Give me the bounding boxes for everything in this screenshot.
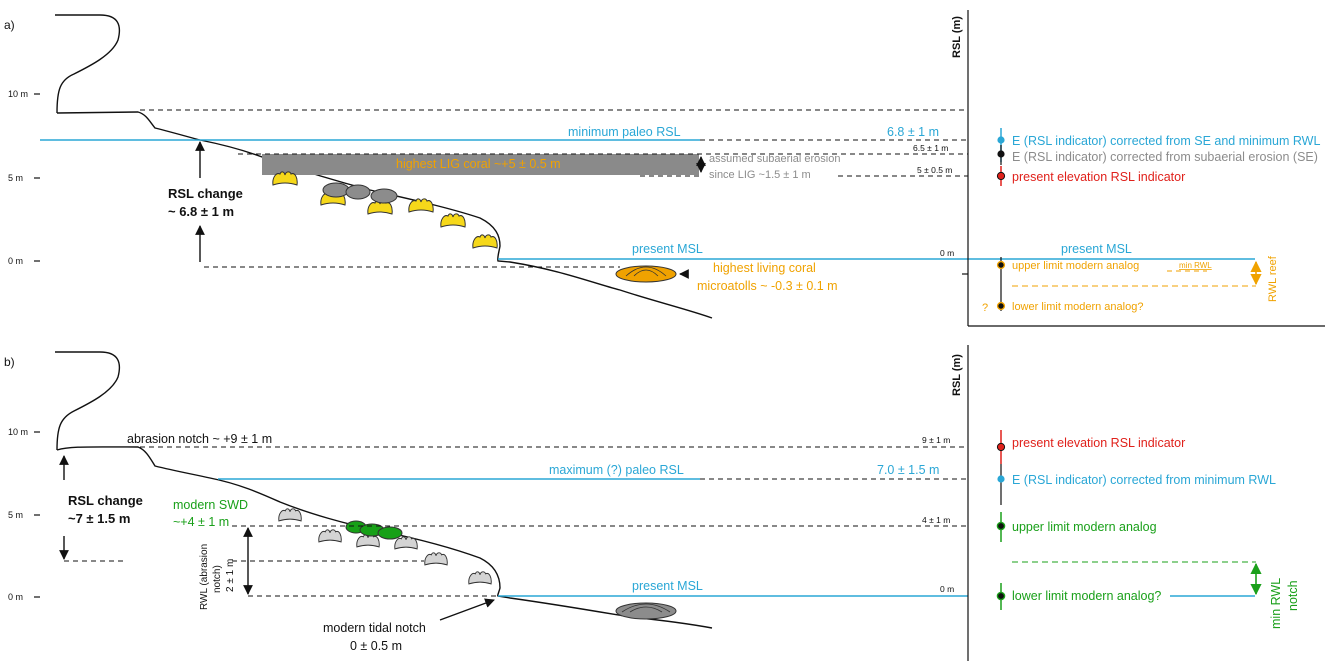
panel-a-legend-e-rwl: E (RSL indicator) corrected from SE and …: [1012, 134, 1320, 148]
panel-a-minimum-paleo-rsl: minimum paleo RSL: [568, 125, 681, 139]
panel-b-legend-e-rwl: E (RSL indicator) corrected from minimum…: [1012, 473, 1276, 487]
panel-b-rwl-label-1: RWL (abrasion: [199, 544, 210, 610]
panel-b-marker-lower: [996, 591, 1006, 601]
panel-a-fossil-corals: [272, 171, 498, 249]
panel-a-erosion-band: [262, 154, 699, 175]
panel-a-question: ?: [982, 302, 988, 314]
panel-b-label: b): [4, 355, 15, 369]
panel-a-present-msl-right: present MSL: [1061, 242, 1132, 256]
panel-b-tidal-notch-1: modern tidal notch: [323, 621, 426, 635]
panel-b-modern-swd-2: ~+4 ± 1 m: [173, 515, 229, 529]
panel-b-rwl-label-3: 2 ± 1 m: [225, 559, 236, 592]
panel-a-marker-e-se: [997, 150, 1005, 158]
panel-b-min-rwl-notch-2: notch: [1286, 580, 1300, 611]
panel-b-tidal-notch-arrow: [439, 598, 495, 621]
panel-b-ytick-0: 0 m: [8, 592, 23, 602]
panel-a-axis-val-65: 6.5 ± 1 m: [913, 143, 948, 153]
panel-b-axis-val-9: 9 ± 1 m: [922, 435, 950, 445]
panel-a-ytick-0: 0 m: [8, 256, 23, 266]
panel-a-marker-present: [996, 171, 1006, 181]
panel-a-axis-val-5: 5 ± 0.5 m: [917, 165, 952, 175]
panel-b-legend-lower: lower limit modern analog?: [1012, 589, 1161, 603]
panel-b-rwl-label-2: notch): [212, 565, 223, 593]
panel-a-coast-profile: [55, 14, 713, 319]
panel-b-paleo-value: 7.0 ± 1.5 m: [877, 463, 939, 477]
panel-b-ytick-10: 10 m: [8, 427, 28, 437]
panel-a-min-rwl: min RWL: [1179, 261, 1212, 270]
panel-a-marker-upper: [996, 260, 1006, 270]
panel-a-legend-e-se: E (RSL indicator) corrected from subaeri…: [1012, 150, 1318, 164]
panel-b-marker-present: [996, 442, 1006, 452]
panel-a-legend-upper: upper limit modern analog: [1012, 260, 1139, 272]
panel-b-rsl-axis-label: RSL (m): [951, 354, 963, 396]
panel-a-axis-val-0: 0 m: [940, 248, 954, 258]
panel-a-paleo-value: 6.8 ± 1 m: [887, 125, 939, 139]
panel-b-min-rwl-notch-1: min RWL: [1269, 578, 1283, 629]
panel-a-ytick-5: 5 m: [8, 173, 23, 183]
panel-b-tidal-notch-2: 0 ± 0.5 m: [350, 639, 402, 653]
panel-b-ytick-5: 5 m: [8, 510, 23, 520]
panel-b-modern-swd-1: modern SWD: [173, 498, 248, 512]
panel-a-marker-e-rwl: [997, 136, 1005, 144]
panel-a-microatoll: [615, 265, 677, 283]
panel-a-living-coral-1: highest living coral: [713, 261, 816, 275]
panel-a-gray-boulders: [322, 182, 398, 204]
panel-a-present-msl-left: present MSL: [632, 242, 703, 256]
panel-b-modern-microatoll: [615, 602, 677, 620]
panel-a-legend-lower: lower limit modern analog?: [1012, 301, 1143, 313]
panel-b: b) 10 m 5 m 0 m: [4, 345, 1300, 661]
panel-a-highest-lig-coral: highest LIG coral ~+5 ± 0.5 m: [396, 157, 561, 171]
panel-a-y-axis: 10 m 5 m 0 m: [8, 89, 40, 266]
panel-b-fossil-corals: [278, 508, 492, 585]
panel-b-rsl-change-value: ~7 ± 1.5 m: [68, 511, 130, 526]
panel-a-erosion-text-2: since LIG ~1.5 ± 1 m: [709, 169, 811, 181]
panel-b-marker-e-rwl: [997, 475, 1005, 483]
panel-b-axis-val-4: 4 ± 1 m: [922, 515, 950, 525]
panel-a: a) 10 m 5 m 0 m highest LIG coral ~+5 ± …: [4, 10, 1325, 327]
panel-a-marker-lower: [996, 301, 1006, 311]
panel-b-y-axis: 10 m 5 m 0 m: [8, 427, 40, 602]
panel-b-legend-present: present elevation RSL indicator: [1012, 436, 1185, 450]
panel-b-axis-val-0: 0 m: [940, 584, 954, 594]
panel-b-coast-profile: [55, 351, 713, 629]
panel-a-rwl-reef: RWL reef: [1267, 255, 1279, 302]
panel-a-rsl-axis-label: RSL (m): [951, 16, 963, 58]
panel-b-maximum-paleo-rsl: maximum (?) paleo RSL: [549, 463, 684, 477]
panel-a-living-coral-2: microatolls ~ -0.3 ± 0.1 m: [697, 279, 838, 293]
panel-a-erosion-text-1: assumed subaerial erosion: [709, 153, 840, 165]
panel-a-rsl-change-title: RSL change: [168, 186, 243, 201]
panel-a-ytick-10: 10 m: [8, 89, 28, 99]
panel-b-present-msl: present MSL: [632, 579, 703, 593]
panel-a-rsl-change-value: ~ 6.8 ± 1 m: [168, 204, 234, 219]
panel-b-legend-upper: upper limit modern analog: [1012, 520, 1157, 534]
panel-a-label: a): [4, 18, 15, 32]
panel-b-rsl-change-title: RSL change: [68, 493, 143, 508]
panel-b-abrasion-notch: abrasion notch ~ +9 ± 1 m: [127, 432, 272, 446]
panel-a-legend-present: present elevation RSL indicator: [1012, 170, 1185, 184]
panel-b-green-algae: [345, 520, 403, 540]
panel-b-marker-upper: [996, 521, 1006, 531]
